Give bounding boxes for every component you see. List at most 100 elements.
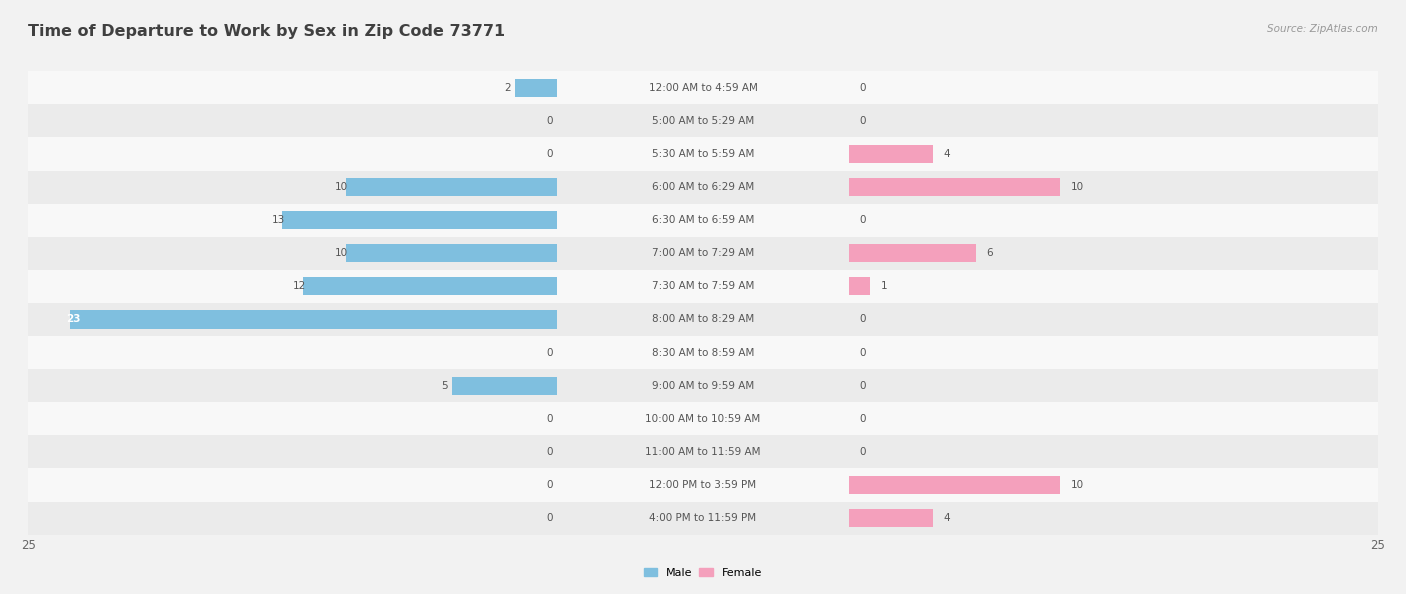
Bar	[28, 402, 557, 435]
Text: 0: 0	[547, 347, 554, 358]
Text: 9:00 AM to 9:59 AM: 9:00 AM to 9:59 AM	[652, 381, 754, 391]
Text: 10: 10	[1071, 480, 1084, 490]
Bar	[557, 237, 849, 270]
Bar	[557, 204, 849, 237]
Bar	[557, 435, 849, 469]
Text: 10:00 AM to 10:59 AM: 10:00 AM to 10:59 AM	[645, 414, 761, 424]
Bar	[346, 178, 557, 196]
Bar	[557, 105, 849, 137]
Bar	[557, 369, 849, 402]
Text: 2: 2	[505, 83, 512, 93]
Bar	[28, 105, 557, 137]
Bar	[451, 377, 557, 395]
Bar	[557, 303, 849, 336]
Legend: Male, Female: Male, Female	[640, 564, 766, 583]
Bar	[849, 105, 1378, 137]
Bar	[28, 303, 557, 336]
Bar	[28, 170, 557, 204]
Text: 12: 12	[292, 282, 307, 292]
Text: 8:00 AM to 8:29 AM: 8:00 AM to 8:29 AM	[652, 314, 754, 324]
Bar	[849, 303, 1378, 336]
Bar	[849, 137, 1378, 170]
Bar	[849, 277, 870, 295]
Bar	[849, 270, 1378, 303]
Bar	[28, 204, 557, 237]
Text: 6:00 AM to 6:29 AM: 6:00 AM to 6:29 AM	[652, 182, 754, 192]
Text: 0: 0	[859, 381, 866, 391]
Text: 12:00 AM to 4:59 AM: 12:00 AM to 4:59 AM	[648, 83, 758, 93]
Text: 23: 23	[66, 314, 82, 324]
Bar	[28, 369, 557, 402]
Text: 0: 0	[859, 447, 866, 457]
Text: 10: 10	[335, 182, 349, 192]
Bar	[304, 277, 557, 295]
Text: 0: 0	[859, 314, 866, 324]
Bar	[28, 71, 557, 105]
Text: Source: ZipAtlas.com: Source: ZipAtlas.com	[1267, 24, 1378, 34]
Bar	[849, 244, 976, 263]
Text: 6:30 AM to 6:59 AM: 6:30 AM to 6:59 AM	[652, 215, 754, 225]
Text: 6: 6	[986, 248, 993, 258]
Bar	[849, 501, 1378, 535]
Bar	[849, 369, 1378, 402]
Text: 0: 0	[859, 215, 866, 225]
Text: 4: 4	[943, 513, 950, 523]
Bar	[849, 145, 934, 163]
Text: 7:00 AM to 7:29 AM: 7:00 AM to 7:29 AM	[652, 248, 754, 258]
Bar	[557, 469, 849, 501]
Bar	[557, 170, 849, 204]
Text: 0: 0	[547, 513, 554, 523]
Bar	[557, 71, 849, 105]
Text: 10: 10	[335, 248, 349, 258]
Text: 0: 0	[547, 447, 554, 457]
Text: 0: 0	[547, 116, 554, 126]
Bar	[28, 137, 557, 170]
Text: 1: 1	[880, 282, 887, 292]
Bar	[557, 402, 849, 435]
Text: 4: 4	[943, 149, 950, 159]
Bar	[346, 244, 557, 263]
Bar	[849, 170, 1378, 204]
Text: 4:00 PM to 11:59 PM: 4:00 PM to 11:59 PM	[650, 513, 756, 523]
Bar	[28, 237, 557, 270]
Bar	[849, 336, 1378, 369]
Text: 13: 13	[271, 215, 285, 225]
Bar	[70, 311, 557, 328]
Text: 0: 0	[859, 347, 866, 358]
Text: 5: 5	[441, 381, 447, 391]
Text: 12:00 PM to 3:59 PM: 12:00 PM to 3:59 PM	[650, 480, 756, 490]
Text: 10: 10	[1071, 182, 1084, 192]
Bar	[557, 137, 849, 170]
Bar	[849, 402, 1378, 435]
Bar	[849, 509, 934, 527]
Bar	[28, 435, 557, 469]
Bar	[849, 71, 1378, 105]
Text: 0: 0	[547, 414, 554, 424]
Text: 11:00 AM to 11:59 AM: 11:00 AM to 11:59 AM	[645, 447, 761, 457]
Text: 5:00 AM to 5:29 AM: 5:00 AM to 5:29 AM	[652, 116, 754, 126]
Bar	[557, 336, 849, 369]
Bar	[515, 79, 557, 97]
Bar	[557, 270, 849, 303]
Bar	[849, 435, 1378, 469]
Text: Time of Departure to Work by Sex in Zip Code 73771: Time of Departure to Work by Sex in Zip …	[28, 24, 505, 39]
Text: 7:30 AM to 7:59 AM: 7:30 AM to 7:59 AM	[652, 282, 754, 292]
Text: 0: 0	[859, 116, 866, 126]
Bar	[849, 469, 1378, 501]
Text: 0: 0	[547, 149, 554, 159]
Bar	[28, 336, 557, 369]
Text: 0: 0	[859, 83, 866, 93]
Bar	[849, 476, 1060, 494]
Text: 5:30 AM to 5:59 AM: 5:30 AM to 5:59 AM	[652, 149, 754, 159]
Bar	[849, 237, 1378, 270]
Bar	[28, 270, 557, 303]
Bar	[849, 178, 1060, 196]
Bar	[849, 204, 1378, 237]
Bar	[557, 501, 849, 535]
Text: 8:30 AM to 8:59 AM: 8:30 AM to 8:59 AM	[652, 347, 754, 358]
Text: 0: 0	[547, 480, 554, 490]
Bar	[283, 211, 557, 229]
Bar	[28, 469, 557, 501]
Bar	[28, 501, 557, 535]
Text: 0: 0	[859, 414, 866, 424]
